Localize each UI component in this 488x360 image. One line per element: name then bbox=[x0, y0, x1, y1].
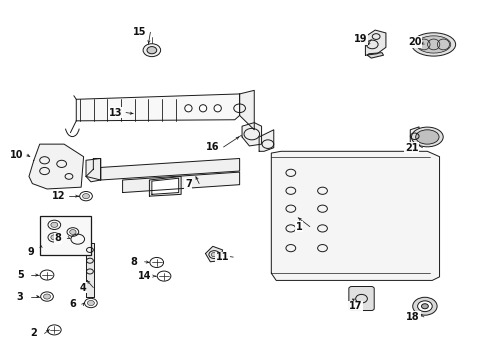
Polygon shape bbox=[366, 53, 383, 58]
Text: 6: 6 bbox=[69, 299, 76, 309]
Polygon shape bbox=[365, 30, 385, 55]
Text: 8: 8 bbox=[55, 233, 61, 243]
Polygon shape bbox=[271, 151, 439, 280]
Polygon shape bbox=[122, 172, 239, 193]
Text: 4: 4 bbox=[79, 283, 86, 293]
Polygon shape bbox=[101, 158, 239, 180]
Circle shape bbox=[43, 294, 50, 299]
Text: 1: 1 bbox=[295, 222, 302, 231]
Circle shape bbox=[82, 194, 89, 199]
Text: 19: 19 bbox=[353, 35, 366, 44]
Text: 20: 20 bbox=[407, 37, 421, 47]
Text: 5: 5 bbox=[17, 270, 23, 280]
Ellipse shape bbox=[411, 127, 442, 147]
Text: 3: 3 bbox=[17, 292, 23, 302]
Circle shape bbox=[147, 46, 157, 54]
Polygon shape bbox=[86, 243, 94, 297]
Ellipse shape bbox=[214, 105, 221, 112]
Text: 16: 16 bbox=[205, 142, 219, 152]
Polygon shape bbox=[149, 176, 181, 196]
Polygon shape bbox=[86, 158, 101, 182]
Polygon shape bbox=[76, 94, 239, 121]
Polygon shape bbox=[86, 158, 101, 180]
Polygon shape bbox=[152, 178, 178, 194]
Ellipse shape bbox=[199, 105, 206, 112]
Circle shape bbox=[51, 222, 58, 228]
Text: 15: 15 bbox=[133, 27, 146, 37]
Polygon shape bbox=[239, 90, 254, 130]
Circle shape bbox=[421, 304, 427, 309]
Bar bbox=[40, 216, 91, 255]
Circle shape bbox=[87, 301, 94, 306]
Ellipse shape bbox=[411, 33, 455, 56]
Polygon shape bbox=[29, 144, 83, 189]
Circle shape bbox=[417, 301, 431, 312]
Ellipse shape bbox=[415, 130, 438, 144]
Polygon shape bbox=[205, 246, 222, 262]
Text: 8: 8 bbox=[130, 257, 137, 267]
Text: 17: 17 bbox=[348, 301, 362, 311]
Text: 9: 9 bbox=[27, 247, 34, 257]
FancyBboxPatch shape bbox=[348, 287, 373, 311]
Circle shape bbox=[143, 44, 160, 57]
Text: 10: 10 bbox=[10, 150, 23, 160]
Text: 13: 13 bbox=[108, 108, 122, 118]
Text: 2: 2 bbox=[30, 328, 37, 338]
Circle shape bbox=[69, 230, 76, 234]
Text: 12: 12 bbox=[51, 191, 65, 201]
Polygon shape bbox=[259, 130, 273, 151]
Text: 14: 14 bbox=[138, 271, 151, 281]
Polygon shape bbox=[409, 127, 418, 145]
Polygon shape bbox=[242, 123, 261, 146]
Text: 21: 21 bbox=[404, 143, 418, 153]
Text: 18: 18 bbox=[406, 312, 419, 322]
Text: 11: 11 bbox=[215, 252, 229, 262]
Ellipse shape bbox=[416, 36, 450, 53]
Circle shape bbox=[211, 252, 217, 257]
Text: 7: 7 bbox=[184, 179, 191, 189]
Circle shape bbox=[412, 297, 436, 315]
Ellipse shape bbox=[184, 105, 192, 112]
Circle shape bbox=[51, 235, 58, 240]
